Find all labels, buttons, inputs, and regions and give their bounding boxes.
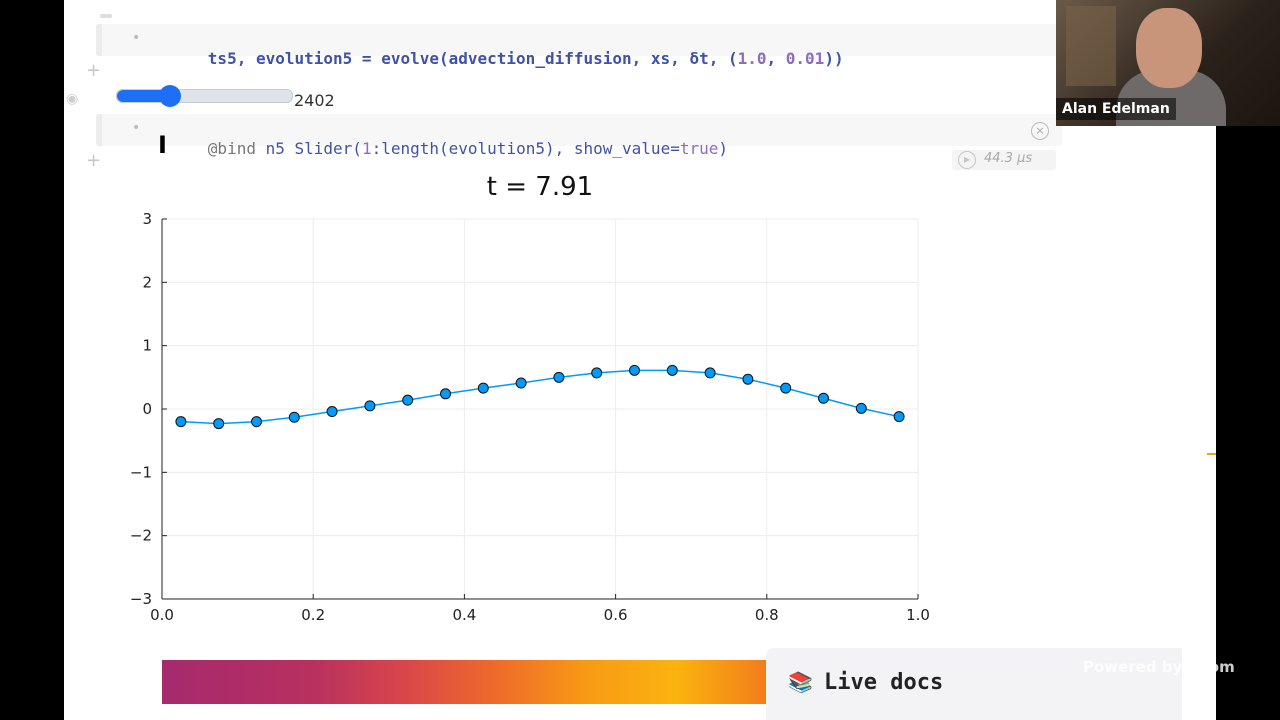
data-point <box>402 394 414 406</box>
data-point <box>288 411 300 423</box>
speaker-face <box>1136 8 1202 88</box>
data-point <box>591 367 603 379</box>
code-cell-bind-slider[interactable]: • @bind n5 Slider(1:length(evolution5), … <box>96 114 1062 158</box>
code-macro: @bind <box>207 139 256 158</box>
x-tick-label: 0.8 <box>755 606 779 624</box>
books-icon: 📚 <box>788 670 813 694</box>
data-point <box>780 382 792 394</box>
y-tick-label: 1 <box>142 337 152 355</box>
data-point <box>666 364 678 376</box>
data-point <box>818 392 829 404</box>
plot-title: t = 7.91 <box>487 172 593 202</box>
play-icon[interactable]: ▶ <box>958 151 976 169</box>
code-text: )) <box>824 49 844 68</box>
eye-icon[interactable]: ◉ <box>66 91 79 107</box>
scroll-indicator <box>100 14 112 18</box>
slider-value: 2402 <box>294 91 335 110</box>
data-point <box>326 406 338 418</box>
live-docs-panel[interactable]: 📚 Live docs <box>766 648 1182 720</box>
data-point <box>477 382 489 394</box>
y-tick-label: 2 <box>142 273 152 291</box>
y-tick-label: 0 <box>142 400 152 418</box>
line-plot: t = 7.91 0.0 0.2 0.4 0.6 0.8 1.0 3 2 1 0 −1 −2 −3 <box>130 172 930 624</box>
data-point <box>515 377 527 389</box>
x-tick-label: 0.6 <box>604 606 628 624</box>
y-tick-label: −3 <box>130 590 152 608</box>
close-icon[interactable]: × <box>1031 122 1049 140</box>
runtime-value: 44.3 μs <box>984 151 1033 166</box>
speaker-name: Alan Edelman <box>1056 98 1176 120</box>
code-cell-evolve[interactable]: • ts5, evolution5 = evolve(advection_dif… <box>96 24 1062 68</box>
webcam-video: Alan Edelman <box>1056 0 1280 126</box>
code-number: 0.01 <box>785 49 825 68</box>
runtime-badge[interactable]: ▶ 44.3 μs <box>952 150 1056 170</box>
y-tick-label: 3 <box>142 210 152 228</box>
cell-bullet: • <box>132 120 141 136</box>
code-line-evolve: ts5, evolution5 = evolve(advection_diffu… <box>150 30 844 87</box>
data-point <box>742 373 754 385</box>
notebook-page: • ts5, evolution5 = evolve(advection_dif… <box>64 0 1216 720</box>
series-line <box>180 369 900 425</box>
code-text: , <box>766 49 786 68</box>
slider[interactable] <box>116 85 293 107</box>
mit-logo: MIT <box>1150 612 1216 652</box>
data-point <box>175 416 187 428</box>
zoom-watermark: Powered by Zoom <box>1083 658 1235 676</box>
data-point <box>364 400 376 412</box>
slider-thumb[interactable] <box>158 85 181 107</box>
x-tick-label: 0.4 <box>452 606 476 624</box>
x-tick-label: 0.2 <box>301 606 325 624</box>
code-text: n5 Slider( <box>255 139 362 158</box>
code-bool: true <box>679 139 719 158</box>
y-tick-label: −1 <box>130 463 152 481</box>
slider-fill <box>117 90 167 102</box>
code-number: 1.0 <box>737 49 767 68</box>
data-point <box>440 388 451 400</box>
color-gradient-bar <box>162 660 768 704</box>
add-cell-plus-icon[interactable]: + <box>86 60 102 81</box>
data-point <box>251 416 262 428</box>
x-tick-label: 0.0 <box>150 606 174 624</box>
code-text: ) <box>718 139 728 158</box>
code-text: ts5, evolution5 = evolve(advection_diffu… <box>207 49 738 68</box>
x-tick-label: 1.0 <box>906 606 930 624</box>
y-tick-label: −2 <box>130 527 152 545</box>
data-point <box>855 402 867 414</box>
code-text: :length(evolution5), show_value= <box>371 139 680 158</box>
add-cell-plus-icon[interactable]: + <box>86 150 102 171</box>
data-point <box>213 418 225 430</box>
code-number: 1 <box>361 139 372 158</box>
scroll-marker <box>1207 453 1216 455</box>
cell-bullet: • <box>132 30 141 46</box>
data-point <box>629 364 640 376</box>
data-point <box>553 371 565 383</box>
live-docs-label: Live docs <box>824 670 944 695</box>
data-point <box>704 367 716 379</box>
code-line-bind: @bind n5 Slider(1:length(evolution5), sh… <box>150 120 728 177</box>
data-point <box>893 411 905 423</box>
bookshelf <box>1066 6 1116 86</box>
text-cursor-icon: I <box>158 131 167 159</box>
